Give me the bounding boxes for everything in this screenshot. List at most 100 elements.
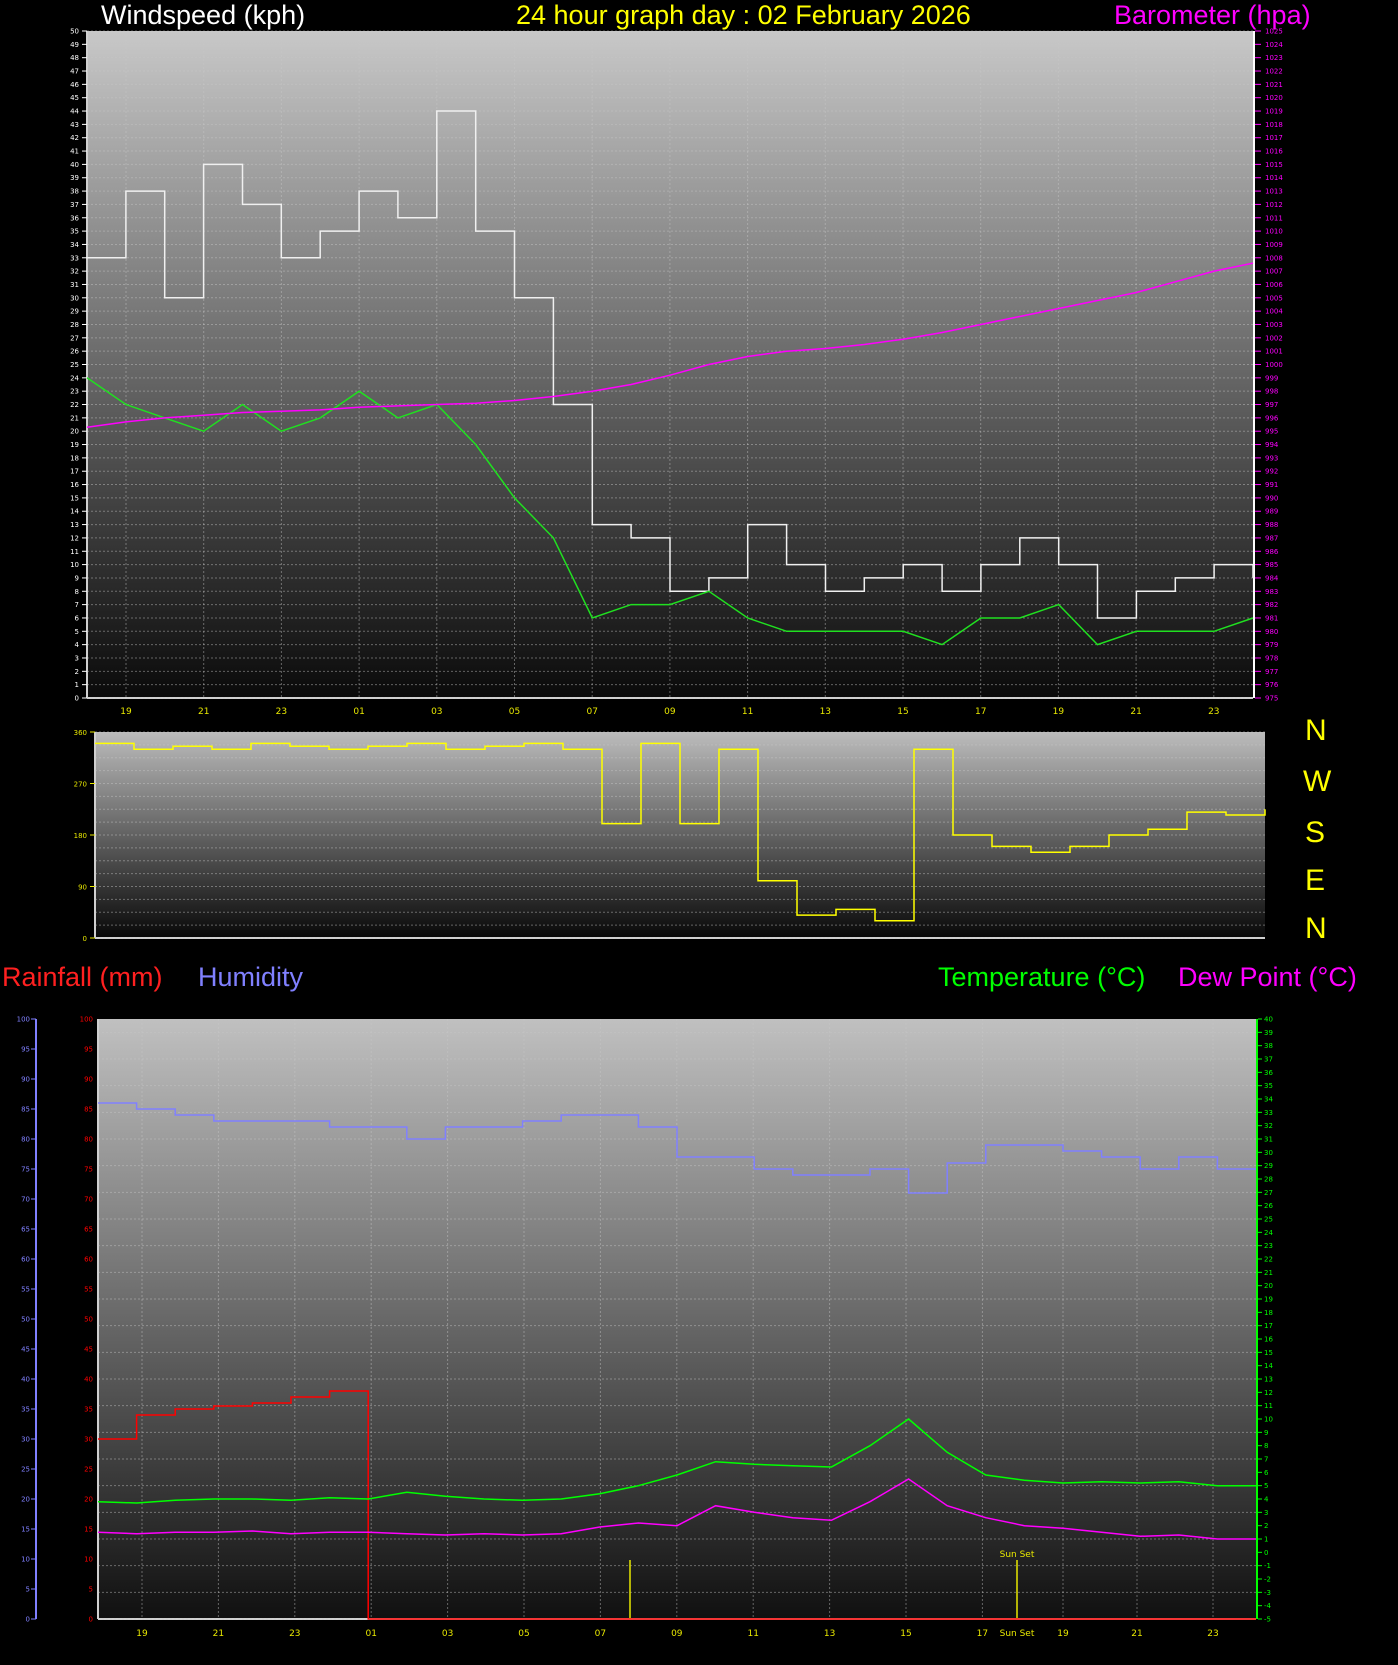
svg-text:1011: 1011 xyxy=(1265,214,1283,222)
svg-text:12: 12 xyxy=(70,534,79,542)
svg-text:1000: 1000 xyxy=(1265,361,1283,369)
svg-text:75: 75 xyxy=(84,1166,93,1174)
svg-text:180: 180 xyxy=(74,832,87,840)
svg-text:16: 16 xyxy=(70,481,79,489)
svg-text:997: 997 xyxy=(1265,401,1278,409)
svg-text:90: 90 xyxy=(78,884,87,892)
wind-direction-chart: 0 90 180 270 360 xyxy=(74,729,1266,943)
svg-text:1: 1 xyxy=(1264,1536,1268,1544)
svg-text:1001: 1001 xyxy=(1265,348,1283,356)
svg-text:28: 28 xyxy=(70,321,79,329)
svg-text:95: 95 xyxy=(21,1046,30,1054)
svg-text:21: 21 xyxy=(1131,1629,1142,1639)
svg-text:0: 0 xyxy=(75,695,79,703)
svg-text:26: 26 xyxy=(70,348,79,356)
svg-text:39: 39 xyxy=(70,174,79,182)
svg-text:45: 45 xyxy=(21,1346,30,1354)
svg-text:987: 987 xyxy=(1265,534,1278,542)
wind-direction-plot: 0 90 180 270 360 xyxy=(74,729,1266,943)
svg-text:1010: 1010 xyxy=(1265,228,1283,236)
svg-text:989: 989 xyxy=(1265,508,1278,516)
svg-text:2: 2 xyxy=(1264,1522,1268,1530)
svg-text:23: 23 xyxy=(1208,707,1219,717)
svg-text:1004: 1004 xyxy=(1265,308,1283,316)
svg-text:15: 15 xyxy=(21,1526,30,1534)
compass-label-w: W xyxy=(1303,765,1332,798)
barometer-line xyxy=(86,262,1254,428)
svg-text:270: 270 xyxy=(74,781,87,789)
svg-text:19: 19 xyxy=(1053,707,1065,717)
svg-text:22: 22 xyxy=(1264,1256,1273,1264)
svg-text:21: 21 xyxy=(1130,707,1141,717)
svg-text:1019: 1019 xyxy=(1265,108,1283,116)
humidity-title: Humidity xyxy=(198,962,304,992)
svg-text:Sun Set: Sun Set xyxy=(1000,1550,1035,1560)
svg-text:31: 31 xyxy=(1264,1136,1273,1144)
rainfall-title: Rainfall (mm) xyxy=(2,962,163,992)
svg-text:35: 35 xyxy=(70,228,79,236)
svg-text:10: 10 xyxy=(21,1556,30,1564)
svg-text:991: 991 xyxy=(1265,481,1278,489)
svg-text:60: 60 xyxy=(84,1256,93,1264)
svg-text:50: 50 xyxy=(84,1316,93,1324)
svg-text:22: 22 xyxy=(70,401,79,409)
svg-text:7: 7 xyxy=(1264,1456,1268,1464)
svg-text:36: 36 xyxy=(70,214,79,222)
svg-text:7: 7 xyxy=(75,601,79,609)
svg-text:41: 41 xyxy=(70,148,79,156)
svg-text:11: 11 xyxy=(742,707,753,717)
svg-text:5: 5 xyxy=(75,628,79,636)
compass-label-n-bottom: N xyxy=(1305,912,1327,945)
svg-text:978: 978 xyxy=(1265,654,1278,662)
svg-text:11: 11 xyxy=(747,1629,758,1639)
gust-line xyxy=(87,110,1254,619)
svg-text:1013: 1013 xyxy=(1265,188,1283,196)
svg-text:24: 24 xyxy=(1264,1229,1273,1237)
dewpoint-line xyxy=(97,1478,1256,1540)
svg-text:2: 2 xyxy=(75,668,79,676)
svg-text:996: 996 xyxy=(1265,414,1279,422)
svg-text:17: 17 xyxy=(975,707,986,717)
svg-text:12: 12 xyxy=(1264,1389,1273,1397)
svg-text:3: 3 xyxy=(75,654,79,662)
svg-text:31: 31 xyxy=(70,281,79,289)
svg-text:15: 15 xyxy=(897,707,908,717)
svg-text:23: 23 xyxy=(276,707,287,717)
svg-text:360: 360 xyxy=(74,729,87,737)
svg-text:33: 33 xyxy=(70,254,79,262)
svg-text:1016: 1016 xyxy=(1265,148,1283,156)
svg-text:11: 11 xyxy=(70,548,79,556)
svg-text:1002: 1002 xyxy=(1265,334,1283,342)
svg-text:1020: 1020 xyxy=(1265,94,1283,102)
svg-text:20: 20 xyxy=(21,1496,30,1504)
svg-text:05: 05 xyxy=(518,1629,529,1639)
svg-text:14: 14 xyxy=(1264,1362,1273,1370)
svg-text:40: 40 xyxy=(70,161,79,169)
svg-text:17: 17 xyxy=(977,1629,988,1639)
svg-text:27: 27 xyxy=(70,334,79,342)
svg-text:984: 984 xyxy=(1265,574,1279,582)
svg-text:4: 4 xyxy=(1264,1496,1269,1504)
svg-text:975: 975 xyxy=(1265,695,1278,703)
svg-text:13: 13 xyxy=(70,521,79,529)
svg-text:38: 38 xyxy=(70,188,79,196)
svg-text:40: 40 xyxy=(84,1376,93,1384)
svg-text:995: 995 xyxy=(1265,428,1278,436)
svg-text:994: 994 xyxy=(1265,441,1279,449)
svg-text:19: 19 xyxy=(70,441,79,449)
svg-text:80: 80 xyxy=(84,1136,93,1144)
svg-text:18: 18 xyxy=(1264,1309,1273,1317)
svg-text:-4: -4 xyxy=(1264,1602,1272,1610)
temperature-title: Temperature (°C) xyxy=(938,962,1146,992)
svg-text:29: 29 xyxy=(70,308,79,316)
svg-text:993: 993 xyxy=(1265,454,1278,462)
svg-text:0: 0 xyxy=(83,935,87,943)
svg-text:1017: 1017 xyxy=(1265,134,1283,142)
svg-text:29: 29 xyxy=(1264,1162,1273,1170)
svg-text:70: 70 xyxy=(21,1196,30,1204)
svg-text:1012: 1012 xyxy=(1265,201,1283,209)
svg-text:19: 19 xyxy=(1264,1296,1273,1304)
svg-text:1008: 1008 xyxy=(1265,254,1283,262)
svg-text:0: 0 xyxy=(89,1616,93,1624)
svg-text:13: 13 xyxy=(824,1629,835,1639)
